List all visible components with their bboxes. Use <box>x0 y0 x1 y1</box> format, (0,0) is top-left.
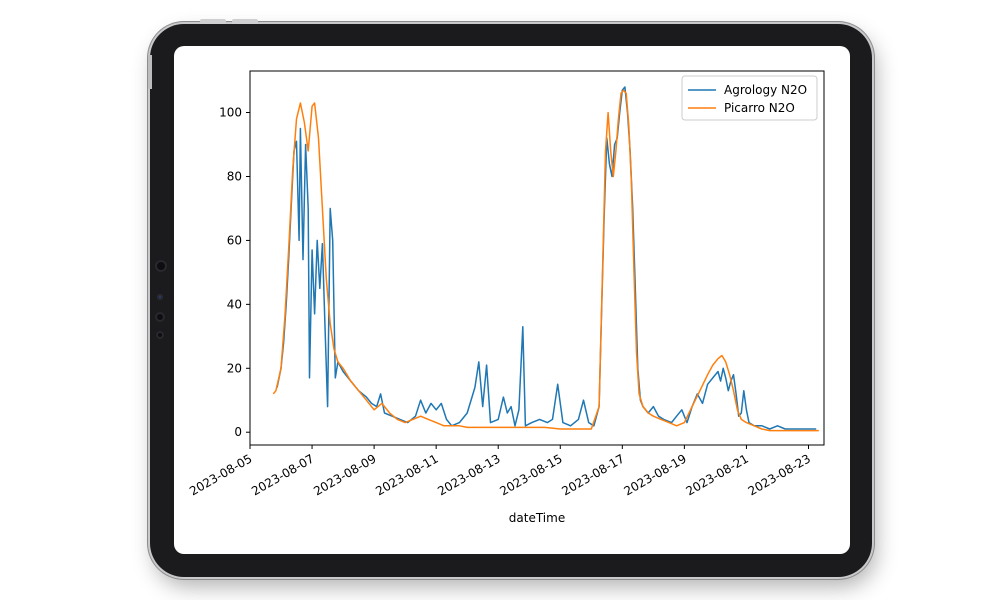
sensor-icon <box>155 312 165 322</box>
y-tick-label: 0 <box>234 425 242 439</box>
line-chart: 0204060801002023-08-052023-08-072023-08-… <box>187 70 825 525</box>
tablet-screen: 0 20 40 60 80 100 2023-08-05 2023-08-07 2023-08-… <box>174 46 850 554</box>
legend-box <box>681 75 818 121</box>
y-tick-label: 100 <box>219 106 242 120</box>
x-tick-label: 2023-08-23 <box>746 451 813 498</box>
legend-label: Picarro N2O <box>724 101 795 115</box>
plot-frame <box>249 70 825 446</box>
tablet-top-button <box>200 19 226 24</box>
x-tick-label: 2023-08-13 <box>435 451 502 498</box>
y-tick-label: 40 <box>227 297 242 311</box>
x-tick-label: 2023-08-21 <box>684 451 751 498</box>
legend: Agrology N2O Picarro N2O <box>681 75 818 121</box>
series-line-0 <box>276 86 817 430</box>
x-tick-label: 2023-08-17 <box>559 451 626 498</box>
x-tick-label: 2023-08-15 <box>497 451 564 498</box>
y-tick-label: 80 <box>227 169 242 183</box>
y-tick-label: 60 <box>227 233 242 247</box>
x-tick-label: 2023-08-11 <box>373 451 440 498</box>
tablet-top-button <box>232 19 258 24</box>
axis-ticks: 0204060801002023-08-052023-08-072023-08-… <box>187 106 813 499</box>
series-lines <box>272 86 819 432</box>
x-tick-label: 2023-08-07 <box>249 451 316 498</box>
y-tick-label: 20 <box>227 361 242 375</box>
x-tick-label: 2023-08-05 <box>187 451 254 498</box>
legend-label: Agrology N2O <box>724 83 807 97</box>
x-tick-label: 2023-08-09 <box>311 451 378 498</box>
camera-icon <box>155 260 167 272</box>
series-line-1 <box>272 89 819 432</box>
sensor-icon <box>156 331 164 339</box>
x-axis-label: dateTime <box>509 511 565 525</box>
sensor-icon <box>157 294 163 300</box>
tablet-side-button <box>148 55 152 89</box>
x-tick-label: 2023-08-19 <box>621 451 688 498</box>
